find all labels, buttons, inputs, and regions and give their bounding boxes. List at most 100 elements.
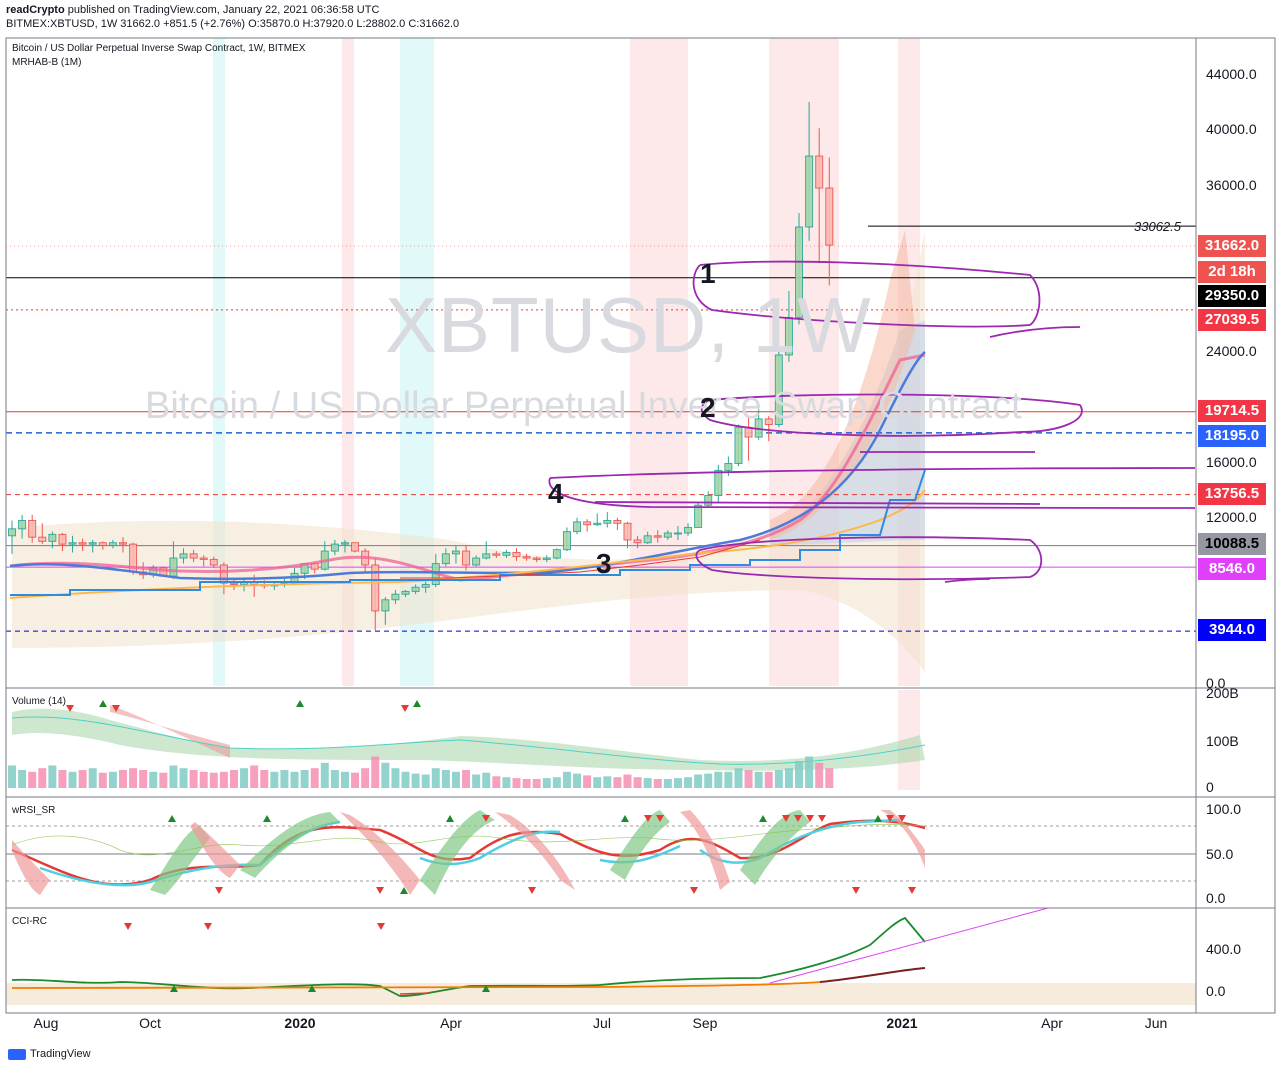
volume-bar [18, 770, 27, 788]
time-tick: Jul [593, 1015, 611, 1031]
zone-label-3[interactable]: 3 [596, 548, 612, 579]
price-tag-level[interactable]: 3944.0 [1198, 619, 1266, 641]
price-tick: 40000.0 [1206, 121, 1257, 137]
price-tag-level[interactable]: 19714.5 [1198, 400, 1266, 422]
candle-body [340, 542, 349, 545]
volume-bar [310, 768, 319, 788]
volume-pane-title[interactable]: Volume (14) [12, 696, 66, 707]
signal-arrow [376, 887, 384, 894]
volume-bar [694, 774, 703, 788]
author-name[interactable]: readCrypto [6, 4, 65, 16]
signal-arrow [124, 923, 132, 930]
volume-bar [78, 770, 87, 788]
price-tag-level[interactable]: 8546.0 [1198, 558, 1266, 580]
signal-arrow [401, 705, 409, 712]
candle-body [189, 553, 198, 559]
zone-label-4[interactable]: 4 [548, 478, 564, 509]
cci-zero-band [6, 983, 1196, 1005]
cloud-band [770, 230, 915, 540]
tradingview-logo[interactable]: TradingView [8, 1048, 91, 1060]
price-tick: 44000.0 [1206, 66, 1257, 82]
volume-bar [28, 771, 37, 788]
rsi-pane-title[interactable]: wRSI_SR [12, 805, 56, 816]
level-annotation[interactable]: 33062.5 [1134, 219, 1181, 234]
volume-bar [159, 772, 168, 788]
signal-arrow [908, 887, 916, 894]
volume-bar [179, 768, 188, 788]
candle-body [421, 583, 430, 588]
candle-body [78, 542, 87, 545]
candle-body [108, 542, 117, 547]
time-tick: Jun [1144, 1015, 1168, 1031]
volume-bar [391, 768, 400, 788]
chart-title[interactable]: Bitcoin / US Dollar Perpetual Inverse Sw… [12, 43, 306, 54]
price-tag-level[interactable]: 10088.5 [1198, 533, 1266, 555]
candle-body [381, 599, 390, 612]
candle-body [411, 586, 420, 592]
signal-arrow [818, 815, 826, 822]
price-tag-level[interactable]: 29350.0 [1198, 285, 1266, 307]
candle-body [653, 535, 662, 538]
time-tick: Aug [33, 1015, 59, 1031]
price-tick: 16000.0 [1206, 454, 1257, 470]
candle-body [229, 582, 238, 585]
candle-body [583, 521, 592, 526]
candle-body [492, 553, 501, 556]
volume-bar [825, 768, 834, 788]
volume-bar [189, 770, 198, 788]
watermark-description: Bitcoin / US Dollar Perpetual Inverse Sw… [145, 385, 1022, 427]
ma-line-orange [9, 489, 926, 599]
signal-arrow [690, 887, 698, 894]
candles [8, 101, 834, 631]
volume-bar [462, 770, 471, 788]
price-tick: 0.0 [1206, 675, 1226, 691]
zone-label-2[interactable]: 2 [700, 392, 716, 423]
candle-body [522, 556, 531, 559]
candle-body [351, 542, 360, 552]
volume-bar [149, 771, 158, 788]
price-tag-level[interactable]: 18195.0 [1198, 425, 1266, 447]
candle-body [169, 557, 178, 577]
highlight-band [342, 38, 354, 686]
indicator-name[interactable]: MRHAB-B (1M) [12, 57, 82, 68]
thin-red-line [400, 539, 761, 579]
candle-body [38, 536, 47, 542]
zone-1-ellipse [692, 260, 1041, 328]
volume-bar [139, 770, 148, 788]
volume-bar [290, 771, 299, 788]
volume-bar [330, 770, 339, 788]
candle-body [734, 426, 743, 464]
volume-bar [371, 756, 380, 788]
candle-body [330, 543, 339, 552]
signal-arrow [898, 815, 906, 822]
volume-ma [11, 716, 926, 765]
candle-body [502, 551, 511, 556]
candle-body [219, 564, 228, 584]
candle-body [58, 533, 67, 545]
signal-arrow [112, 705, 120, 712]
candle-body [714, 469, 723, 496]
signal-arrow [621, 815, 629, 822]
volume-bar [562, 771, 571, 788]
price-tag-level[interactable]: 27039.5 [1198, 309, 1266, 331]
volume-bar [320, 762, 329, 788]
zone-label-1[interactable]: 1 [700, 258, 716, 289]
signal-arrow [886, 815, 894, 822]
candle-body [673, 532, 682, 535]
price-tag-last[interactable]: 31662.0 [1198, 235, 1266, 257]
signal-arrow [806, 815, 814, 822]
candle-body [774, 354, 783, 426]
drawings [548, 260, 1196, 583]
cci-pane-title[interactable]: CCI-RC [12, 916, 47, 927]
signal-arrow [656, 815, 664, 822]
candle-body [704, 494, 713, 506]
volume-bar [482, 772, 491, 788]
indicator-bands [12, 230, 925, 672]
signal-arrow [168, 815, 176, 822]
signal-arrow [874, 815, 882, 822]
candle-body [8, 528, 16, 537]
volume-bar [583, 775, 592, 788]
tradingview-brand: TradingView [30, 1048, 91, 1060]
price-tag-level[interactable]: 13756.5 [1198, 483, 1266, 505]
